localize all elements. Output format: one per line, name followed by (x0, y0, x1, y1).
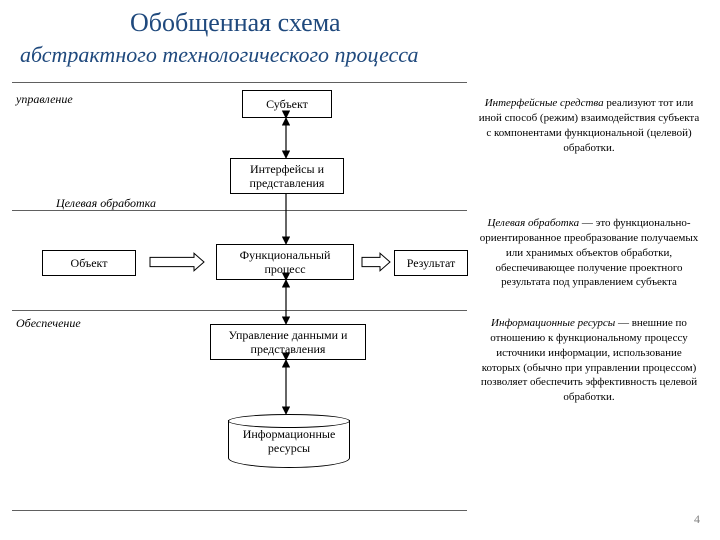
desc-lead: Целевая обработка (487, 217, 579, 229)
title-main: Обобщенная схема (130, 8, 341, 38)
cylinder-label: Информационные ресурсы (228, 427, 350, 456)
desc-target: Целевая обработка — это функционально-ор… (478, 216, 700, 290)
box-subject: Субъект (242, 90, 332, 118)
desc-lead: Интерфейсные средства (485, 97, 604, 109)
title-sub: абстрактного технологического процесса (20, 42, 419, 68)
box-funcproc: Функциональный процесс (216, 244, 354, 280)
desc-interfaces: Интерфейсные средства реализуют тот или … (478, 96, 700, 155)
hr-line-1 (12, 82, 467, 83)
desc-lead: Информационные ресурсы (491, 317, 615, 329)
desc-infores: Информационные ресурсы — внешние по отно… (478, 316, 700, 405)
box-interfaces: Интерфейсы и представления (230, 158, 344, 194)
label-control: управление (16, 92, 73, 107)
box-result: Результат (394, 250, 468, 276)
label-target: Целевая обработка (56, 196, 156, 211)
hr-line-4 (12, 510, 467, 511)
label-support: Обеспечение (16, 316, 81, 331)
page-number: 4 (694, 512, 700, 527)
box-object: Объект (42, 250, 136, 276)
box-datactrl: Управление данными и представления (210, 324, 366, 360)
hr-line-3 (12, 310, 467, 311)
desc-rest: — внешние по отношению к функциональному… (481, 317, 697, 403)
cylinder-infores: Информационные ресурсы (228, 414, 350, 468)
